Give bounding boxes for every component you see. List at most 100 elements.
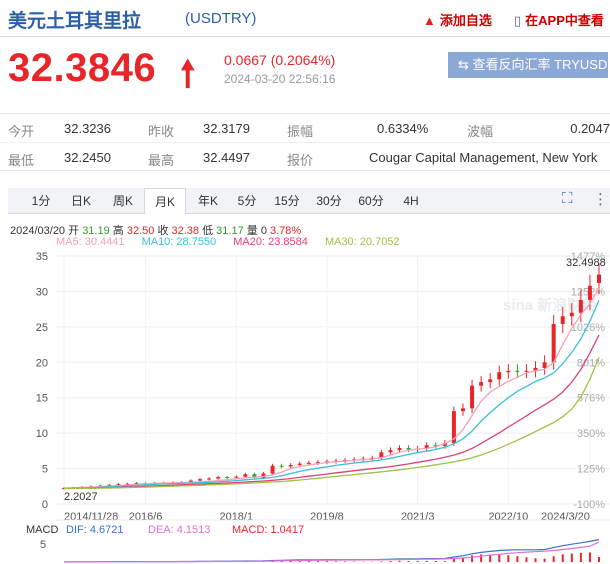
candle-body	[116, 484, 121, 486]
phone-icon: ▯	[514, 13, 522, 28]
ma10-value: MA10: 28.7550	[141, 236, 217, 248]
fire-icon: ▲	[423, 13, 436, 28]
macd-value: MACD: 1.0417	[232, 524, 304, 536]
more-vertical-icon[interactable]: ⋮	[593, 191, 608, 208]
ohlc-high: 32.50	[126, 225, 155, 237]
max-label: 32.4988	[566, 257, 606, 269]
add-watchlist-button[interactable]: ▲ 添加自选	[423, 10, 492, 29]
ohlc-pct: 3.78%	[270, 225, 302, 237]
tab-1min[interactable]: 1分	[31, 194, 51, 208]
stats-divider-mid	[0, 142, 610, 143]
title-row: 美元土耳其里拉 (USDTRY) ▲ 添加自选 ▯ 在APP中查看	[8, 6, 610, 32]
amplitude-label: 振幅	[287, 124, 314, 139]
y-tick-label: 15	[36, 393, 48, 405]
candle-body	[587, 285, 592, 300]
x-tick-label: 2019/8	[310, 511, 344, 523]
amplitude-value: 0.6334%	[377, 121, 429, 136]
pct-axis: 1477%1252%1026%801%576%350%125%-100%	[571, 251, 605, 511]
ohlc-open-label: 开	[68, 225, 80, 237]
volatility-value: 0.2047	[570, 121, 610, 136]
candle-body	[424, 445, 429, 449]
candle-body	[388, 450, 393, 453]
candle-body	[497, 372, 502, 380]
candle-body	[188, 480, 193, 483]
candle-body	[297, 463, 302, 466]
prev-close-label: 昨收	[148, 124, 175, 139]
ma5-value: MA5: 30.4441	[56, 236, 125, 248]
tab-60min[interactable]: 60分	[358, 194, 384, 208]
title-divider	[0, 36, 610, 37]
pct-tick-label: 1026%	[571, 322, 605, 334]
high-label: 最高	[148, 153, 175, 168]
tab-15min[interactable]: 15分	[274, 194, 300, 208]
page-title: 美元土耳其里拉	[8, 11, 142, 32]
candle-body	[406, 448, 411, 450]
y-axis: 0 5 10 15 20 25 30 35	[36, 251, 48, 511]
grid-lines	[56, 255, 610, 505]
candle-body	[542, 362, 547, 368]
ma-legend: MA5: 30.4441 MA10: 28.7550 MA20: 23.8584…	[56, 236, 414, 248]
view-in-app-label: 在APP中查看	[525, 13, 604, 28]
ohlc-low-label: 低	[202, 225, 214, 237]
candle-body	[306, 462, 311, 464]
ma-line-ma20	[63, 334, 600, 490]
tab-weekly[interactable]: 周K	[112, 194, 133, 208]
ohlc-vol-label: 量	[246, 225, 258, 237]
tab-daily[interactable]: 日K	[70, 194, 91, 208]
y-tick-label: 20	[36, 357, 48, 369]
quote-time: 2024-03-20 22:56:16	[224, 72, 336, 86]
stats-divider-bottom	[0, 170, 610, 171]
macd-lines	[63, 539, 600, 563]
pct-tick-label: -100%	[573, 499, 605, 511]
candle-body	[551, 324, 556, 363]
candle-body	[560, 316, 565, 325]
arrow-up-icon: 🠕	[180, 53, 196, 94]
x-tick-label: 2018/1	[219, 511, 253, 523]
y-tick-label: 30	[36, 286, 48, 298]
ohlc-open: 31.19	[82, 225, 110, 237]
tab-yearly[interactable]: 年K	[197, 194, 218, 208]
y-tick-label: 10	[36, 428, 48, 440]
candle-body	[216, 477, 221, 479]
stats-table: 今开 32.3236 昨收 32.3179 振幅 0.6334% 波幅 0.20…	[0, 113, 610, 171]
tab-4h[interactable]: 4H	[403, 194, 419, 208]
candle-body	[279, 465, 284, 467]
candle-body	[460, 408, 465, 412]
ohlc-high-label: 高	[112, 225, 124, 237]
candle-body	[488, 379, 493, 383]
candle-body	[107, 484, 112, 486]
stats-divider-top	[0, 113, 610, 114]
prev-close-value: 32.3179	[203, 121, 250, 136]
fullscreen-icon[interactable]: ⛶	[562, 190, 573, 207]
tab-30min[interactable]: 30分	[316, 194, 342, 208]
ohlc-close-label: 收	[157, 225, 169, 237]
tab-monthly[interactable]: 月K	[144, 188, 186, 215]
ma30-value: MA30: 20.7052	[324, 236, 400, 248]
candle-body	[597, 274, 601, 283]
ohlc-close: 32.38	[171, 225, 200, 237]
y-tick-label: 35	[36, 251, 48, 263]
macd-title: MACD	[26, 524, 58, 536]
candle-body	[243, 474, 248, 477]
candle-body	[198, 479, 203, 481]
ma-line-ma10	[63, 299, 600, 489]
macd-dif-line	[64, 539, 600, 563]
candle-body	[134, 483, 139, 485]
tab-5min[interactable]: 5分	[237, 194, 257, 208]
watermark: sina 新浪财经	[503, 296, 597, 314]
y-tick-label: 5	[42, 464, 48, 476]
macd-dif: DIF: 4.6721	[66, 524, 123, 536]
high-value: 32.4497	[203, 150, 250, 165]
ohlc-readout: 2024/03/20 开 31.19 高 32.50 收 32.38 低 31.…	[10, 222, 301, 238]
pct-tick-label: 125%	[577, 464, 605, 476]
candle-body	[506, 370, 511, 373]
candle-body	[578, 299, 583, 313]
add-watchlist-label: 添加自选	[439, 13, 492, 28]
ohlc-low: 31.17	[216, 225, 244, 237]
chart-toolbar: 1分 日K 周K 月K 年K 5分 15分 30分 60分 4H ⛶ ⋮	[8, 188, 610, 215]
reverse-rate-button[interactable]: ⇆ 查看反向汇率 TRYUSD	[448, 52, 608, 78]
current-price: 32.3846	[8, 46, 157, 90]
candle-body	[524, 370, 529, 372]
view-in-app-button[interactable]: ▯ 在APP中查看	[514, 10, 604, 29]
